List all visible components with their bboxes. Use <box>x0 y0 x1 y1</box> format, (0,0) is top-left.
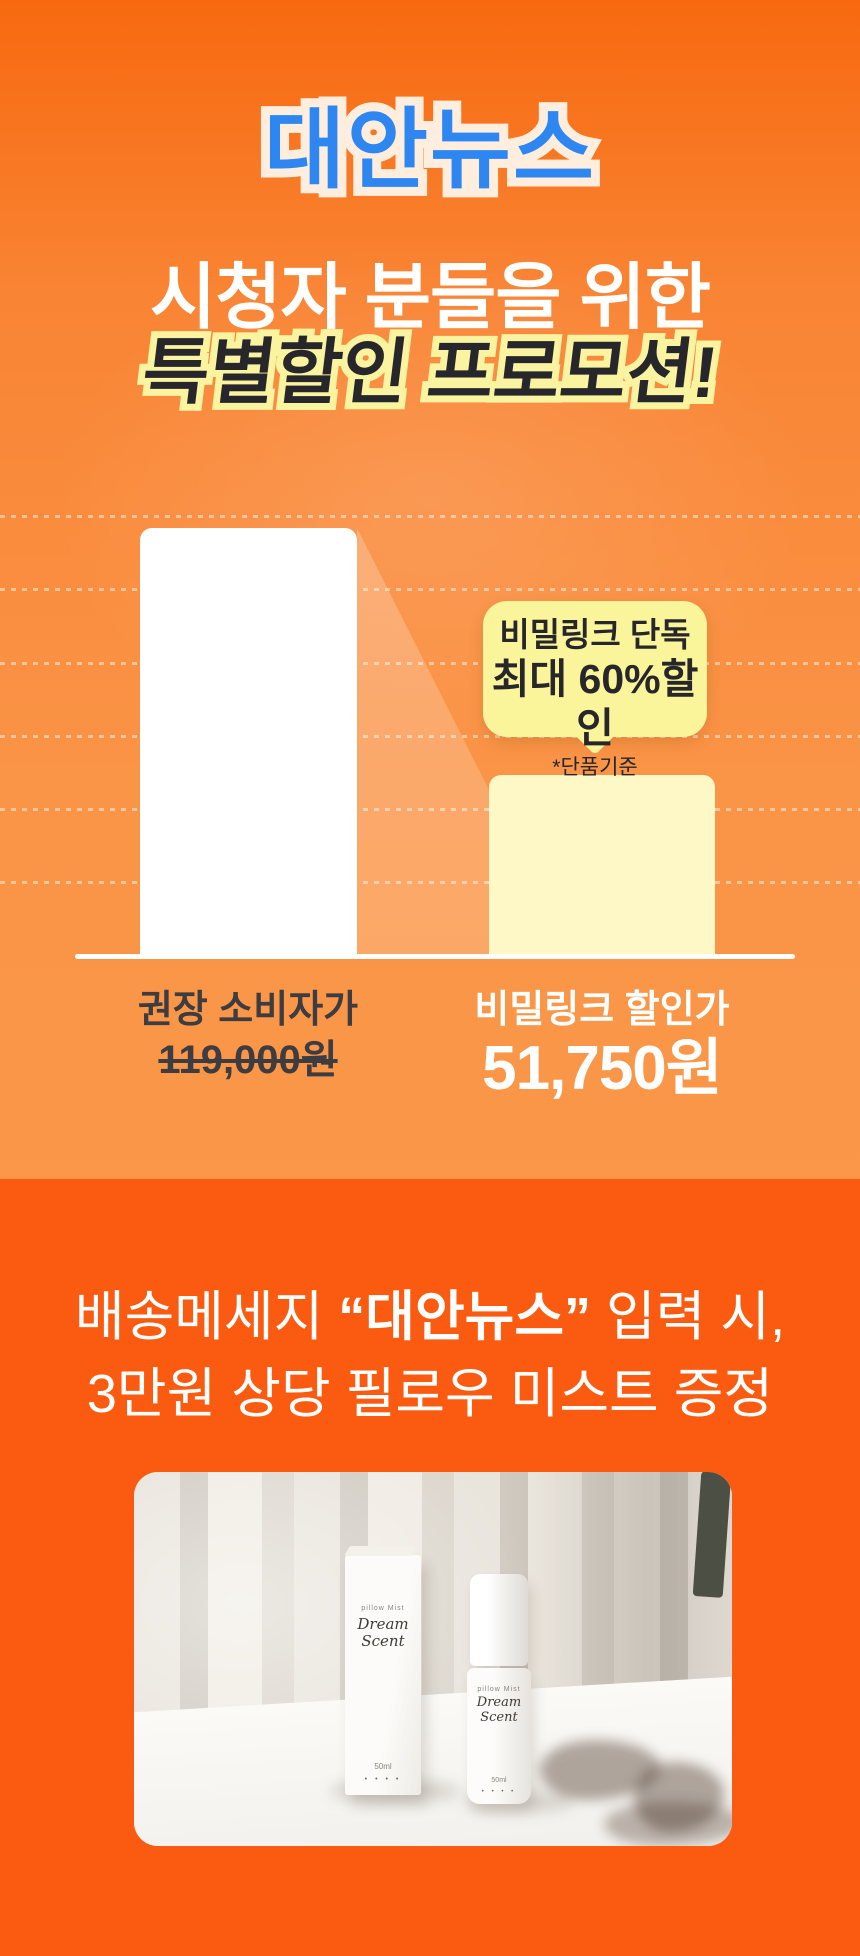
hero-badge: 대안뉴스 대안뉴스 <box>0 92 860 207</box>
hero-badge-text: 대안뉴스 <box>264 100 596 199</box>
discount-price-group: 비밀링크 할인가 51,750원 <box>452 986 752 1104</box>
box-name-line2: Scent <box>361 1632 405 1650</box>
bottle-volume: 50ml <box>491 1777 507 1784</box>
gridline <box>0 881 860 884</box>
bottle-small-label: pillow Mist <box>477 1686 521 1693</box>
hero-subtitle: 시청자 분들을 위한 <box>150 258 711 338</box>
bottle-name-line2: Scent <box>480 1710 518 1725</box>
gridline <box>0 515 860 518</box>
bottle-name: Dream Scent <box>467 1695 531 1725</box>
gift-message-line1: 배송메세지 “대안뉴스” 입력 시, <box>0 1279 860 1356</box>
gift-line1-highlight: “대안뉴스” <box>338 1287 592 1347</box>
gridline <box>0 588 860 591</box>
flower-shadow <box>604 1802 732 1846</box>
discount-callout-bubble: 비밀링크 단독 최대 60%할인 *단품기준 <box>483 601 707 779</box>
retail-price-bar <box>140 528 357 958</box>
product-box: pillow Mist Dream Scent 50ml • • • • <box>345 1555 421 1795</box>
bottle-name-line1: Dream <box>476 1695 522 1710</box>
bubble-line1: 비밀링크 단독 <box>499 616 691 653</box>
discount-price-bar <box>489 775 715 958</box>
gridline <box>0 808 860 811</box>
product-photo: pillow Mist Dream Scent 50ml • • • • pil… <box>134 1472 732 1846</box>
discount-price-value: 51,750원 <box>482 1034 723 1103</box>
product-bottle: pillow Mist Dream Scent 50ml • • • • <box>467 1574 531 1804</box>
gift-line1-suffix: 입력 시, <box>591 1287 786 1347</box>
box-small-label: pillow Mist <box>361 1605 405 1612</box>
bottle-cap <box>470 1574 528 1666</box>
hero-highlight-text: 특별할인 프로모션! <box>138 333 722 413</box>
gift-message: 배송메세지 “대안뉴스” 입력 시, 3만원 상당 필로우 미스트 증정 <box>0 1279 860 1433</box>
discount-price-label: 비밀링크 할인가 <box>474 989 730 1031</box>
box-dots: • • • • <box>364 1776 402 1783</box>
retail-price-group: 권장 소비자가 119,000원 <box>98 986 398 1086</box>
hero-highlight: 특별할인 프로모션! 특별할인 프로모션! <box>0 326 860 420</box>
retail-price-label: 권장 소비자가 <box>137 989 359 1031</box>
gridline <box>0 662 860 665</box>
gift-line1-prefix: 배송메세지 <box>74 1287 339 1347</box>
box-volume: 50ml <box>374 1762 392 1771</box>
chart-baseline <box>75 954 795 959</box>
hero-badge-outline: 대안뉴스 <box>255 92 603 207</box>
box-name-line1: Dream <box>357 1615 409 1633</box>
box-name: Dream Scent <box>345 1616 421 1650</box>
gridline <box>0 735 860 738</box>
bottle-dots: • • • • <box>481 1789 517 1795</box>
bottle-body: pillow Mist Dream Scent 50ml • • • • <box>467 1668 531 1804</box>
bubble-line2: 최대 60%할인 <box>491 656 699 751</box>
gift-message-line2: 3만원 상당 필로우 미스트 증정 <box>86 1364 774 1424</box>
bubble-note: *단품기준 <box>552 756 638 779</box>
retail-price-value: 119,000원 <box>158 1038 338 1082</box>
